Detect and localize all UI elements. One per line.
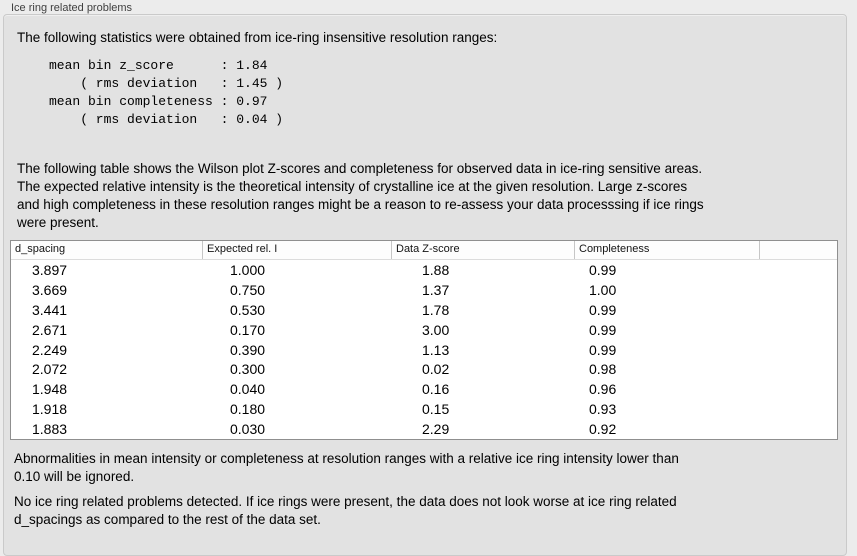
ice-ring-groupbox: The following statistics were obtained f… [3,14,847,556]
table-row[interactable]: 1.948 0.040 0.16 0.96 [11,379,837,400]
column-header-data-z-score[interactable]: Data Z-score [391,241,574,259]
table-description: The following table shows the Wilson plo… [17,161,704,230]
table-cell: 0.99 [589,341,617,358]
table-cell: 1.13 [422,341,450,358]
table-cell: 0.750 [230,281,266,298]
table-cell: 0.300 [230,361,266,378]
table-row[interactable]: 1.918 0.180 0.15 0.93 [11,399,837,420]
table-cell: 0.180 [230,401,266,418]
table-cell: 0.98 [589,361,617,378]
column-header-completeness[interactable]: Completeness [574,241,759,259]
column-header-empty [759,241,837,259]
table-cell: 3.00 [422,321,450,338]
table-cell: 3.669 [32,281,68,298]
table-row[interactable]: 2.249 0.390 1.13 0.99 [11,339,837,360]
table-cell: 1.78 [422,301,450,318]
table-cell: 2.29 [422,421,450,438]
intro-text: The following statistics were obtained f… [17,30,498,45]
table-cell: 3.897 [32,261,68,278]
column-header-expected-rel-i[interactable]: Expected rel. I [202,241,391,259]
table-row[interactable]: 3.897 1.000 1.88 0.99 [11,260,837,280]
table-cell: 2.671 [32,321,68,338]
table-cell: 0.93 [589,401,617,418]
conclusion-text: No ice ring related problems detected. I… [14,494,677,527]
table-cell: 1.883 [32,421,68,438]
table-cell: 0.99 [589,301,617,318]
stats-block: mean bin z_score : 1.84 ( rms deviation … [49,58,284,127]
ice-ring-report-page: Ice ring related problems The following … [3,2,847,556]
table-cell: 2.249 [32,341,68,358]
table-cell: 1.948 [32,381,68,398]
table-cell: 1.88 [422,261,450,278]
table-cell: 0.96 [589,381,617,398]
table-cell: 0.530 [230,301,266,318]
ignore-note: Abnormalities in mean intensity or compl… [14,451,679,484]
table-cell: 3.441 [32,301,68,318]
table-cell: 0.030 [230,421,266,438]
table-cell: 0.99 [589,321,617,338]
table-cell: 0.16 [422,381,450,398]
table-cell: 0.99 [589,261,617,278]
table-row[interactable]: 2.671 0.170 3.00 0.99 [11,319,837,340]
table-cell: 0.15 [422,401,450,418]
table-cell: 1.000 [230,261,266,278]
table-cell: 1.918 [32,401,68,418]
table-row[interactable]: 1.883 0.030 2.29 0.92 [11,419,837,440]
table-cell: 0.170 [230,321,266,338]
table-body: 3.897 1.000 1.88 0.99 3.669 0.750 1.37 1.00 3.44… [11,260,837,440]
ice-ring-table[interactable]: d_spacing Expected rel. I Data Z-score C… [10,240,838,441]
table-row[interactable]: 3.441 0.530 1.78 0.99 [11,299,837,320]
table-cell: 1.00 [589,281,617,298]
table-cell: 0.390 [230,341,266,358]
table-cell: 0.02 [422,361,450,378]
table-cell: 0.92 [589,421,617,438]
column-header-d-spacing[interactable]: d_spacing [15,243,66,255]
panel-title: Ice ring related problems [11,2,133,14]
table-row[interactable]: 2.072 0.300 0.02 0.98 [11,359,837,380]
table-cell: 0.040 [230,381,266,398]
table-row[interactable]: 3.669 0.750 1.37 1.00 [11,279,837,300]
table-cell: 2.072 [32,361,68,378]
table-cell: 1.37 [422,281,450,298]
table-header-row: d_spacing Expected rel. I Data Z-score C… [11,241,837,260]
